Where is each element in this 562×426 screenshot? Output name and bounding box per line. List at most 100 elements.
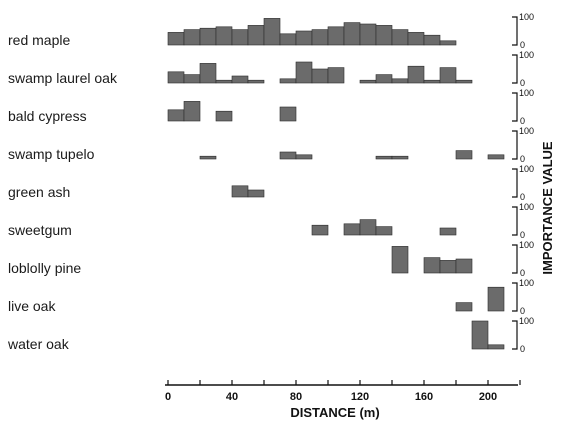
scale-label-min: 0: [520, 116, 525, 126]
bar-sweetgum-110: [343, 223, 361, 236]
scale-label-min: 0: [520, 40, 525, 50]
scale-label-max: 100: [519, 316, 534, 326]
scale-label-max: 100: [519, 240, 534, 250]
x-tick-label: 40: [226, 391, 238, 403]
bar-swamp-laurel-oak-20: [199, 63, 217, 84]
bar-loblolly-pine-140: [391, 246, 409, 274]
importance-scale-swamp-tupelo: [512, 130, 518, 160]
species-label-water-oak: water oak: [7, 336, 70, 352]
species-label-swamp-tupelo: swamp tupelo: [8, 146, 95, 162]
x-tick-label: 160: [415, 391, 433, 403]
scale-label-min: 0: [520, 230, 525, 240]
bar-swamp-laurel-oak-0: [167, 71, 185, 84]
bar-red-maple-130: [375, 25, 393, 46]
species-label-red-maple: red maple: [8, 32, 70, 48]
scale-label-max: 100: [519, 12, 534, 22]
importance-scale-bald-cypress: [512, 92, 518, 122]
bar-swamp-tupelo-180: [455, 150, 473, 160]
bar-red-maple-70: [279, 33, 297, 46]
bar-swamp-tupelo-80: [295, 154, 313, 160]
scale-label-min: 0: [520, 192, 525, 202]
scale-label-max: 100: [519, 164, 534, 174]
scale-label-min: 0: [520, 154, 525, 164]
bar-swamp-laurel-oak-40: [231, 75, 249, 84]
scale-label-min: 0: [520, 306, 525, 316]
bar-red-maple-100: [327, 26, 345, 46]
species-label-live-oak: live oak: [8, 298, 56, 314]
bar-red-maple-10: [183, 29, 201, 46]
bar-swamp-tupelo-140: [391, 155, 409, 160]
scale-label-min: 0: [520, 268, 525, 278]
bar-water-oak-190: [471, 320, 489, 350]
bar-swamp-laurel-oak-50: [247, 79, 265, 84]
bar-red-maple-30: [215, 26, 233, 46]
scale-label-max: 100: [519, 126, 534, 136]
bar-bald-cypress-70: [279, 106, 297, 122]
bar-red-maple-160: [423, 34, 441, 46]
bar-sweetgum-130: [375, 226, 393, 236]
bar-loblolly-pine-170: [439, 260, 457, 274]
species-label-swamp-laurel-oak: swamp laurel oak: [8, 70, 118, 86]
species-label-loblolly-pine: loblolly pine: [8, 260, 81, 276]
bar-swamp-laurel-oak-120: [359, 79, 377, 84]
bar-swamp-laurel-oak-150: [407, 65, 425, 84]
species-label-bald-cypress: bald cypress: [8, 108, 87, 124]
bar-red-maple-0: [167, 32, 185, 46]
x-axis: 0 40 80 120 160 200: [165, 380, 521, 403]
bar-swamp-laurel-oak-10: [183, 74, 201, 84]
bar-red-maple-20: [199, 27, 217, 46]
bar-red-maple-90: [311, 29, 329, 46]
bar-sweetgum-90: [311, 224, 329, 236]
bar-red-maple-80: [295, 30, 313, 46]
y-axis-title: IMPORTANCE VALUE: [540, 141, 555, 274]
importance-scale-live-oak: [512, 282, 518, 312]
bar-red-maple-60: [263, 18, 281, 46]
bars-layer: [167, 18, 505, 350]
species-labels: red maple swamp laurel oak bald cypress swa…: [7, 32, 118, 352]
bar-green-ash-50: [247, 189, 265, 198]
scale-label-max: 100: [519, 278, 534, 288]
x-tick-label: 80: [290, 391, 302, 403]
bar-swamp-tupelo-130: [375, 155, 393, 160]
scale-label-min: 0: [520, 344, 525, 354]
bar-bald-cypress-10: [183, 101, 201, 122]
bar-swamp-laurel-oak-70: [279, 78, 297, 84]
bar-swamp-tupelo-200: [487, 154, 505, 160]
bar-red-maple-120: [359, 23, 377, 46]
importance-scale-swamp-laurel-oak: [512, 54, 518, 84]
bar-bald-cypress-30: [215, 110, 233, 122]
x-axis-title: DISTANCE (m): [290, 405, 379, 420]
bar-swamp-laurel-oak-30: [215, 79, 233, 84]
species-label-sweetgum: sweetgum: [8, 222, 72, 238]
scale-label-max: 100: [519, 50, 534, 60]
x-tick-label: 0: [165, 391, 171, 403]
importance-scale-loblolly-pine: [512, 244, 518, 274]
bar-water-oak-200: [487, 344, 505, 350]
scale-label-max: 100: [519, 202, 534, 212]
bar-loblolly-pine-180: [455, 258, 473, 274]
bar-swamp-laurel-oak-90: [311, 68, 329, 84]
x-tick-label: 200: [479, 391, 497, 403]
bar-swamp-laurel-oak-170: [439, 67, 457, 84]
bar-red-maple-110: [343, 22, 361, 46]
bar-swamp-tupelo-20: [199, 155, 217, 160]
bar-swamp-laurel-oak-180: [455, 79, 473, 84]
species-label-green-ash: green ash: [8, 184, 70, 200]
x-tick-label: 120: [351, 391, 369, 403]
bar-red-maple-40: [231, 29, 249, 46]
bar-sweetgum-120: [359, 219, 377, 236]
bar-red-maple-50: [247, 25, 265, 46]
bar-red-maple-140: [391, 29, 409, 46]
scale-label-max: 100: [519, 88, 534, 98]
importance-scale-sweetgum: [512, 206, 518, 236]
bar-swamp-laurel-oak-130: [375, 74, 393, 84]
bar-green-ash-40: [231, 185, 249, 198]
bar-red-maple-170: [439, 40, 457, 46]
bar-loblolly-pine-160: [423, 257, 441, 274]
importance-scale-water-oak: [512, 320, 518, 350]
importance-scale-green-ash: [512, 168, 518, 198]
bar-live-oak-200: [487, 286, 505, 312]
scale-label-min: 0: [520, 78, 525, 88]
